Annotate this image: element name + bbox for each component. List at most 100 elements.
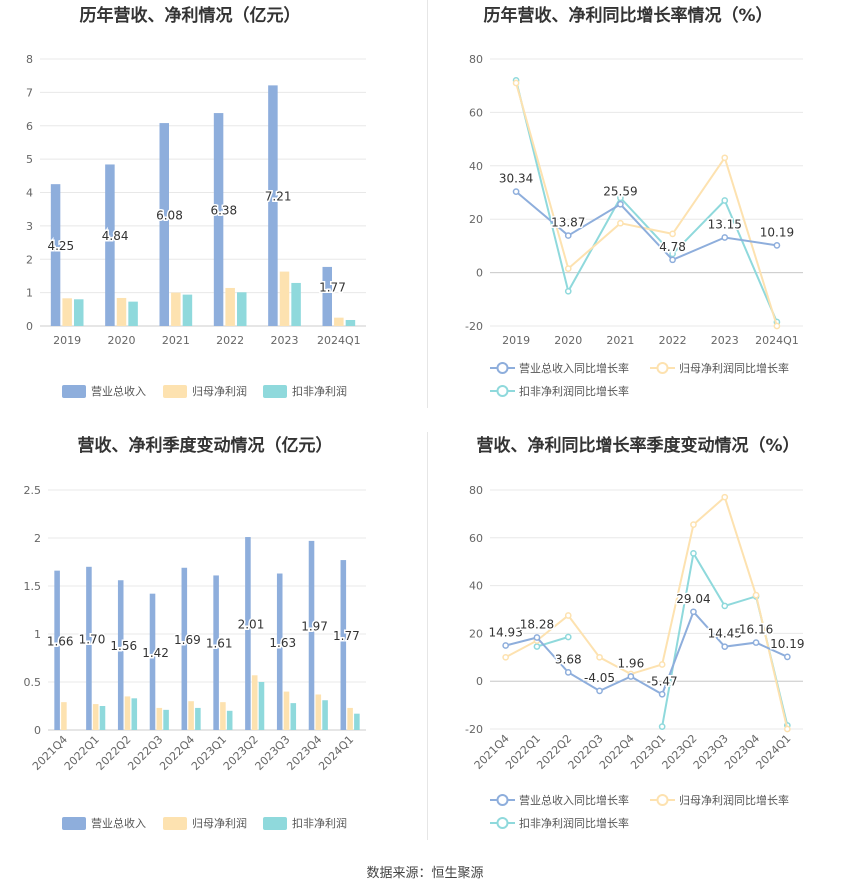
bar-value-label-2-2: 1.56 (110, 639, 137, 653)
y-tick-label-2-3: 1.5 (24, 580, 42, 593)
legend-label-0-2: 扣非净利润 (292, 384, 347, 398)
point-value-label-1-4: 13.15 (708, 217, 742, 231)
legend-marker-1-2 (496, 385, 509, 397)
point-value-label-3-1: 18.28 (520, 618, 554, 632)
y-tick-label-1-3: 40 (469, 160, 483, 173)
y-tick-label-1-5: 80 (469, 53, 483, 66)
bar-2-1-2 (124, 696, 131, 730)
bar-2-2-6 (258, 682, 265, 730)
point-value-label-1-1: 13.87 (551, 216, 585, 230)
bar-0-2-3 (237, 292, 247, 326)
x-tick-label-1-2: 2021 (606, 334, 634, 347)
bar-2-1-0 (61, 702, 67, 730)
series-line-3-2-0 (536, 636, 569, 648)
point-3-2-7 (721, 602, 729, 610)
point-3-1-2 (564, 612, 572, 619)
legend-label-3-1: 归母净利润同比增长率 (679, 793, 789, 807)
x-tick-label-0-1: 2020 (108, 334, 136, 347)
bar-2-1-4 (188, 701, 194, 730)
y-tick-label-3-1: 0 (476, 675, 483, 688)
point-1-0-1 (564, 232, 572, 239)
bar-2-1-9 (347, 707, 353, 730)
point-1-2-1 (564, 287, 572, 295)
point-3-0-0 (502, 642, 509, 649)
bar-0-0-5 (322, 266, 332, 326)
bar-0-2-4 (291, 282, 301, 326)
bar-0-1-1 (116, 297, 127, 326)
bar-2-2-5 (226, 710, 233, 730)
point-3-0-3 (596, 687, 603, 695)
legend-swatch-0-0 (62, 385, 86, 398)
y-tick-label-0-1: 1 (26, 287, 33, 300)
bar-value-label-0-1: 4.84 (102, 229, 129, 243)
bar-2-2-7 (290, 703, 297, 730)
bar-value-label-2-4: 1.69 (174, 633, 201, 647)
bar-2-1-8 (315, 694, 322, 730)
y-tick-label-2-5: 2.5 (24, 484, 42, 497)
bar-2-0-2 (117, 580, 124, 730)
bar-0-0-3 (213, 113, 224, 326)
y-tick-label-2-2: 1 (34, 628, 41, 641)
bar-2-0-5 (213, 575, 219, 730)
bar-value-label-2-7: 1.63 (269, 636, 296, 650)
y-tick-label-1-2: 20 (469, 213, 483, 226)
bar-value-label-2-3: 1.42 (142, 646, 169, 660)
point-value-label-3-0: 14.93 (488, 626, 522, 640)
bar-0-1-3 (225, 287, 235, 326)
bar-0-0-0 (50, 184, 61, 326)
legend-marker-1-1 (656, 362, 669, 374)
bar-2-2-8 (322, 700, 328, 730)
point-3-2-5 (658, 723, 666, 730)
y-tick-label-3-5: 80 (469, 484, 483, 497)
bar-2-1-5 (220, 702, 226, 730)
bar-2-2-3 (163, 709, 169, 730)
bar-value-label-2-6: 2.01 (238, 618, 265, 632)
point-1-2-4 (721, 197, 729, 204)
y-tick-label-3-0: -20 (465, 723, 483, 736)
point-1-1-2 (617, 219, 624, 227)
legend-label-3-0: 营业总收入同比增长率 (519, 793, 629, 807)
bar-0-0-4 (268, 85, 278, 327)
point-1-0-5 (773, 242, 781, 249)
bar-value-label-0-5: 1.77 (319, 280, 346, 294)
point-3-0-9 (784, 653, 791, 661)
y-tick-label-0-7: 7 (26, 86, 33, 99)
legend-marker-1-0 (496, 362, 509, 374)
bar-value-label-0-0: 4.25 (47, 239, 74, 253)
bar-2-1-3 (156, 707, 163, 730)
point-1-0-0 (512, 188, 520, 195)
point-1-1-4 (721, 154, 729, 162)
x-tick-label-0-0: 2019 (53, 334, 81, 347)
x-tick-label-0-2: 2021 (162, 334, 190, 347)
bar-0-1-2 (171, 292, 181, 326)
legend-label-0-1: 归母净利润 (192, 384, 247, 398)
bar-value-label-0-2: 6.08 (156, 209, 183, 223)
y-tick-label-2-0: 0 (34, 724, 41, 737)
vertical-divider-bottom (427, 432, 428, 840)
y-tick-label-1-1: 0 (476, 267, 483, 280)
bar-value-label-2-8: 1.97 (301, 619, 328, 633)
point-value-label-3-7: 14.45 (708, 627, 742, 641)
y-tick-label-1-0: -20 (465, 320, 483, 333)
point-1-0-3 (669, 256, 676, 264)
point-3-0-1 (533, 634, 541, 641)
bar-0-1-0 (62, 298, 72, 326)
y-tick-label-0-5: 5 (26, 153, 33, 166)
legend-label-1-2: 扣非净利润同比增长率 (519, 384, 629, 398)
y-tick-label-0-2: 2 (26, 253, 33, 266)
bar-0-0-1 (105, 164, 115, 326)
point-value-label-3-9: 10.19 (770, 637, 804, 651)
point-value-label-3-8: 16.16 (739, 623, 773, 637)
legend-marker-3-1 (656, 794, 669, 806)
chart-title-1: 历年营收、净利同比增长率情况（%） (483, 5, 772, 26)
point-3-0-8 (752, 639, 760, 646)
point-value-label-1-5: 10.19 (760, 225, 794, 239)
point-3-2-6 (690, 549, 697, 557)
point-3-0-7 (721, 643, 729, 651)
x-tick-label-1-4: 2023 (711, 334, 739, 347)
bar-2-1-1 (92, 704, 99, 730)
point-1-0-2 (617, 200, 624, 208)
bar-2-2-2 (131, 698, 138, 730)
point-3-0-2 (564, 669, 572, 676)
